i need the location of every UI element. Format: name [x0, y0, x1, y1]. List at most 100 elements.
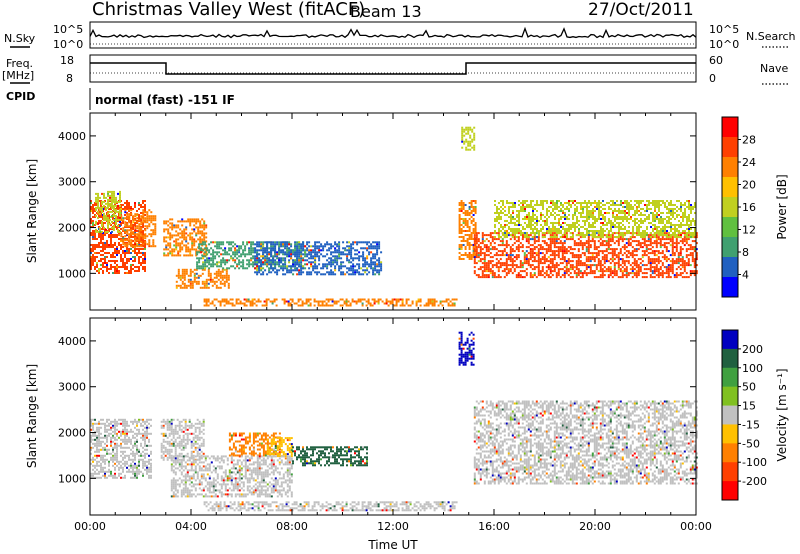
- colorbar-tick-label: 4: [742, 269, 749, 282]
- velocity-y-axis-label: Slant Range [km]: [25, 364, 39, 468]
- colorbar-swatch: [722, 257, 738, 278]
- colorbar-tick-label: -200: [742, 475, 767, 488]
- date-label: 27/Oct/2011: [588, 0, 694, 20]
- y-tick-label: 1000: [58, 267, 86, 280]
- power-x-ticks: [89, 113, 697, 310]
- noise-tick-right-top: 10^5: [709, 23, 739, 36]
- scatter-region: [90, 418, 152, 479]
- cpid-label: CPID: [6, 90, 35, 103]
- y-tick-label: 3000: [58, 176, 86, 189]
- colorbar-tick-label: -15: [742, 418, 760, 431]
- y-tick-label: 4000: [58, 335, 86, 348]
- colorbar-tick-label: 50: [742, 381, 756, 394]
- nsearch-label: N.Search: [746, 30, 796, 43]
- velocity-data: [90, 331, 698, 512]
- colorbar-swatch: [722, 386, 738, 407]
- power-y-axis-label: Slant Range [km]: [25, 159, 39, 263]
- freq-unit-label: [MHz]: [2, 69, 34, 82]
- scatter-region: [266, 437, 293, 458]
- nsky-trace: [89, 26, 697, 39]
- cpid-panel: normal (fast) -151 IF: [89, 88, 235, 110]
- colorbar-swatch: [722, 117, 738, 138]
- power-data: [90, 126, 698, 307]
- cpid-text: normal (fast) -151 IF: [95, 93, 235, 107]
- scatter-region: [120, 209, 157, 248]
- y-tick-label: 2000: [58, 222, 86, 235]
- x-tick-label: 00:00: [74, 520, 106, 533]
- velocity-colorbar-label: Velocity [m s⁻¹]: [775, 368, 789, 461]
- scatter-region: [203, 501, 458, 512]
- scatter-region: [254, 241, 383, 276]
- power-y-ticks: 1000 2000 3000 4000: [58, 130, 696, 280]
- y-tick-label: 1000: [58, 472, 86, 485]
- x-tick-label: 16:00: [478, 520, 510, 533]
- velocity-y-ticks: 1000 2000 3000 4000: [58, 335, 696, 485]
- colorbar-swatch: [722, 157, 738, 178]
- scatter-region: [473, 400, 698, 485]
- freq-panel: 18 8 60 0: [60, 54, 723, 85]
- scatter-region: [95, 190, 121, 233]
- freq-tick-right-bottom: 0: [709, 72, 716, 85]
- noise-panel: 10^5 10^0 10^5 10^0: [53, 21, 739, 51]
- y-tick-label: 3000: [58, 381, 86, 394]
- colorbar-swatch: [722, 424, 738, 444]
- colorbar-swatch: [722, 330, 738, 350]
- colorbar-swatch: [722, 277, 738, 298]
- freq-tick-left-top: 18: [60, 54, 74, 67]
- colorbar-tick-label: 100: [742, 362, 763, 375]
- scatter-region: [461, 126, 476, 151]
- scatter-region: [160, 418, 205, 461]
- colorbar-swatch: [722, 177, 738, 198]
- beam-label: Beam 13: [350, 2, 422, 21]
- colorbar-swatch: [722, 217, 738, 238]
- y-tick-label: 2000: [58, 427, 86, 440]
- colorbar-tick-label: 15: [742, 400, 756, 413]
- noise-tick-left-bottom: 10^0: [53, 38, 83, 51]
- scatter-region: [170, 455, 293, 498]
- freq-label: Freq.: [6, 57, 33, 70]
- colorbar-tick-label: -100: [742, 456, 767, 469]
- colorbar-tick-label: 24: [742, 156, 756, 169]
- site-title: Christmas Valley West (fitACF): [92, 0, 365, 20]
- y-tick-label: 4000: [58, 130, 86, 143]
- freq-tick-right-top: 60: [709, 54, 723, 67]
- colorbar-tick-label: 12: [742, 224, 756, 237]
- power-colorbar-swatches: [722, 117, 738, 298]
- colorbar-tick-label: 20: [742, 179, 756, 192]
- velocity-colorbar: 200 100 50 15 -15 -50 -100 -200 Velocity [m s⁻¹…: [721, 329, 789, 501]
- x-tick-label: 20:00: [579, 520, 611, 533]
- colorbar-swatch: [722, 197, 738, 218]
- colorbar-swatch: [722, 405, 738, 425]
- nsky-label: N.Sky: [4, 32, 36, 45]
- colorbar-tick-label: 8: [742, 246, 749, 259]
- power-colorbar: 4 8 12 16 20 24 28 Power [dB]: [721, 116, 789, 298]
- scatter-region: [175, 268, 230, 289]
- x-tick-label: 00:00: [680, 520, 712, 533]
- noise-tick-left-top: 10^5: [53, 23, 83, 36]
- colorbar-swatch: [722, 462, 738, 482]
- colorbar-swatch: [722, 137, 738, 158]
- velocity-colorbar-ticks: 200 100 50 15 -15 -50 -100 -200: [738, 343, 767, 488]
- freq-tick-left-bottom: 8: [66, 72, 73, 85]
- power-colorbar-ticks: 4 8 12 16 20 24 28: [738, 134, 756, 282]
- scatter-region: [203, 298, 458, 307]
- x-tick-label: 04:00: [175, 520, 207, 533]
- scatter-region: [292, 446, 368, 467]
- scatter-region: [494, 200, 696, 238]
- scatter-region: [473, 232, 698, 279]
- colorbar-tick-label: 28: [742, 134, 756, 147]
- nave-label: Nave: [760, 62, 788, 75]
- colorbar-swatch: [722, 348, 738, 369]
- freq-trace: [90, 62, 696, 75]
- x-tick-label: 12:00: [377, 520, 409, 533]
- power-panel: 1000 2000 3000 4000 Slant Range [km]: [25, 112, 698, 311]
- x-tick-label: 08:00: [276, 520, 308, 533]
- scatter-region: [458, 331, 475, 366]
- x-axis-label: Time UT: [367, 538, 418, 552]
- power-colorbar-label: Power [dB]: [775, 174, 789, 239]
- velocity-x-ticks: 00:00 04:00 08:00 12:00 16:00 20:00 00:00: [74, 318, 712, 533]
- colorbar-tick-label: -50: [742, 437, 760, 450]
- colorbar-swatch: [722, 481, 738, 501]
